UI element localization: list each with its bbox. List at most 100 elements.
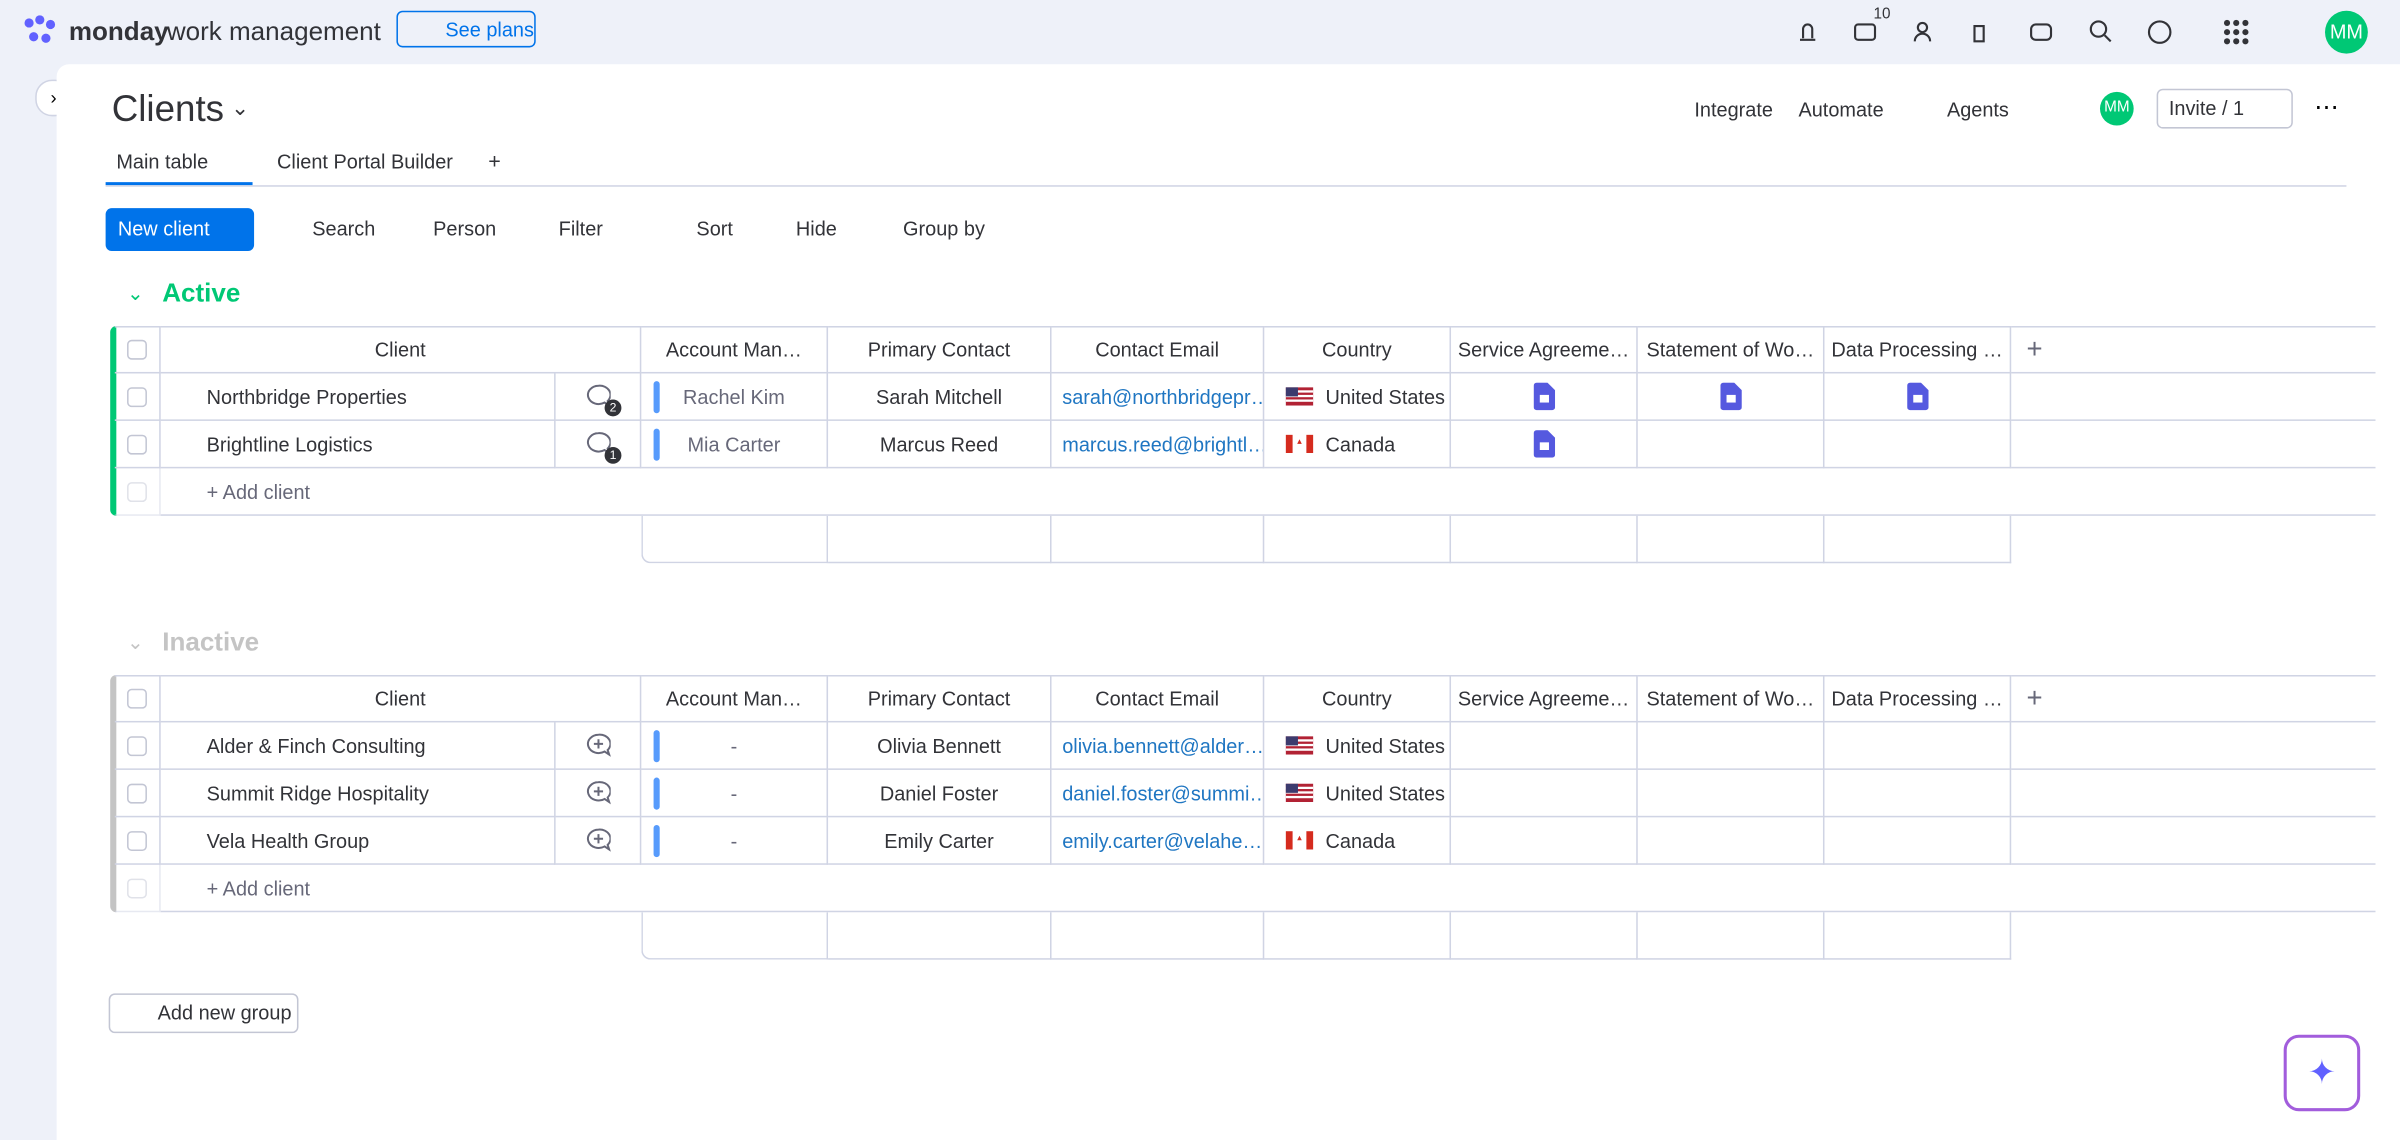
inbox-count: 10 [1873,6,1891,23]
contact[interactable]: Olivia Bennett [828,722,1052,770]
manager[interactable]: - [641,769,829,818]
column-header: Country [1264,326,1452,374]
tool[interactable]: Hide [795,217,837,241]
contact[interactable]: Marcus Reed [828,420,1052,469]
action[interactable]: Integrate [1694,97,1773,121]
manager[interactable]: - [641,817,829,865]
country[interactable]: Canada [1264,817,1452,865]
manager[interactable]: Rachel Kim [641,373,829,421]
see-plans[interactable]: See plans [396,10,536,48]
add-row[interactable]: + Add client [160,468,2376,516]
add-column[interactable]: + [2011,674,2376,723]
add-row[interactable]: + Add client [160,865,2376,913]
contact[interactable]: Sarah Mitchell [828,373,1052,421]
new-button[interactable]: New client [105,208,255,252]
updates[interactable] [555,817,642,865]
file-cell[interactable] [1824,420,2012,469]
file-cell[interactable] [1824,373,2012,421]
updates[interactable] [555,769,642,818]
country[interactable]: United States [1264,722,1452,770]
country[interactable]: United States [1264,769,1452,818]
client-name[interactable]: Northbridge Properties [160,373,556,421]
add-group[interactable]: Add new group [108,993,299,1034]
group-name[interactable]: Inactive [162,627,260,657]
column-header: Service Agreeme… [1451,326,1638,374]
summary-cell [1824,912,2012,960]
title-caret[interactable]: ⌄ [231,94,250,120]
country[interactable]: United States [1264,373,1452,421]
column-header: Client [160,326,642,374]
cell[interactable] [114,420,161,469]
cell[interactable] [114,817,161,865]
header-icons[interactable] [1791,15,2281,49]
tool[interactable]: Sort [696,217,733,241]
manager[interactable]: - [641,722,829,770]
tool[interactable]: Search [312,217,376,241]
add-tab[interactable]: + [488,148,501,173]
tool[interactable]: Person [433,217,497,241]
summary-cell [641,515,829,564]
client-name[interactable]: Alder & Finch Consulting [160,722,556,770]
avatar[interactable]: MM [2324,10,2368,54]
cell[interactable] [114,373,161,421]
group-caret[interactable]: ⌄ [127,630,144,654]
manager[interactable]: Mia Carter [641,420,829,469]
contact[interactable]: Daniel Foster [828,769,1052,818]
file-cell[interactable] [1451,817,1638,865]
email[interactable]: daniel.foster@summi… [1051,769,1265,818]
updates[interactable] [555,722,642,770]
status-bar [653,730,660,763]
column-header: Service Agreeme… [1451,674,1638,723]
file-cell[interactable] [1637,769,1825,818]
file-cell[interactable] [1637,373,1825,421]
file-cell[interactable] [1451,769,1638,818]
updates[interactable]: 1 [555,420,642,469]
email[interactable]: emily.carter@velahe… [1051,817,1265,865]
tab[interactable]: Client Portal Builder [277,149,453,173]
tab[interactable]: Main table [116,149,209,173]
action[interactable]: Agents [1946,97,2009,121]
client-name[interactable]: Vela Health Group [160,817,556,865]
ai-button[interactable]: ✦ [2283,1034,2361,1112]
cell[interactable] [114,326,161,374]
cell[interactable] [114,674,161,723]
status-bar [653,428,660,461]
add-column[interactable]: + [2011,326,2376,374]
column-header: Data Processing … [1824,674,2012,723]
group-name[interactable]: Active [162,278,241,308]
file-cell[interactable] [1824,769,2012,818]
action[interactable]: Automate [1798,97,1884,121]
client-name[interactable]: Brightline Logistics [160,420,556,469]
file-cell[interactable] [1451,420,1638,469]
updates[interactable]: 2 [555,373,642,421]
tool[interactable]: Filter [558,217,603,241]
file-cell[interactable] [1824,722,2012,770]
board-title[interactable]: Clients [111,88,225,131]
invite[interactable]: Invite / 1 [2156,88,2293,129]
summary-cell [828,515,1052,564]
group-caret[interactable]: ⌄ [127,281,144,305]
cell[interactable] [114,722,161,770]
file-cell[interactable] [1451,373,1638,421]
tool[interactable]: Group by [903,217,985,241]
cell[interactable] [114,468,161,516]
country[interactable]: Canada [1264,420,1452,469]
column-header: Primary Contact [828,326,1052,374]
email[interactable]: sarah@northbridgepr… [1051,373,1265,421]
cell[interactable] [114,864,161,913]
email[interactable]: olivia.bennett@alder… [1051,722,1265,770]
file-cell[interactable] [1637,817,1825,865]
board-avatar[interactable]: MM [2099,91,2134,126]
file-cell[interactable] [1637,722,1825,770]
contact[interactable]: Emily Carter [828,817,1052,865]
column-header: Contact Email [1051,326,1265,374]
file-cell[interactable] [1451,722,1638,770]
client-name[interactable]: Summit Ridge Hospitality [160,769,556,818]
cell[interactable] [114,769,161,818]
cell [2011,373,2376,421]
file-cell[interactable] [1824,817,2012,865]
email[interactable]: marcus.reed@brightl… [1051,420,1265,469]
more[interactable]: ⋯ [2314,94,2339,121]
file-cell[interactable] [1637,420,1825,469]
